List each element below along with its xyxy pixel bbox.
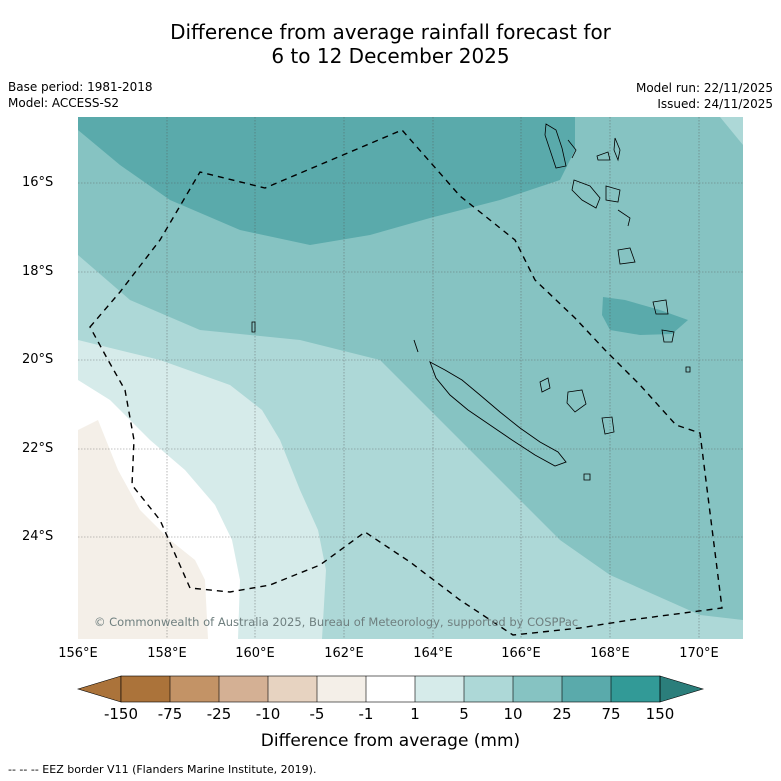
colorbar-tick: 1 [410, 705, 420, 723]
aneityum-coast [685, 366, 691, 373]
band-5-10-corner [720, 117, 743, 145]
band-dry [78, 420, 208, 639]
colorbar-low-extension [76, 675, 122, 703]
colorbar-seg-6 [366, 676, 415, 702]
tanna-coast [661, 329, 675, 343]
colorbar-seg-9 [513, 676, 562, 702]
colorbar-seg-3 [219, 676, 268, 702]
malekula-coast [571, 179, 601, 209]
lat-label-24s: 24°S [22, 529, 54, 544]
colorbar-tick: 10 [503, 705, 523, 723]
lat-label-22s: 22°S [22, 441, 54, 456]
erromango-coast [652, 299, 669, 315]
colorbar-seg-11 [611, 676, 660, 702]
mare-coast [601, 416, 615, 435]
ambrym-coast [605, 185, 621, 203]
colorbar-tick: 75 [601, 705, 621, 723]
meta-left: Base period: 1981-2018 Model: ACCESS-S2 [8, 79, 153, 111]
lon-label-170e: 170°E [679, 646, 719, 661]
lon-label-164e: 164°E [413, 646, 453, 661]
gridlines [78, 117, 743, 639]
colorbar-high-extension [659, 675, 705, 703]
lat-label-20s: 20°S [22, 352, 54, 367]
colorbar-tick: 5 [459, 705, 469, 723]
colorbar [76, 675, 705, 703]
ouvea-coast [539, 377, 551, 393]
lifou-coast [566, 389, 587, 413]
efate-coast [617, 247, 636, 265]
espiritu-santo-coast [544, 123, 567, 169]
ambae-coast [596, 151, 611, 161]
belep-islands-coast [413, 339, 419, 353]
lon-label-156e: 156°E [58, 646, 98, 661]
chesterfield-islands [251, 321, 256, 333]
copyright-notice: © Commonwealth of Australia 2025, Bureau… [94, 615, 579, 629]
colorbar-tick: 25 [552, 705, 572, 723]
lon-label-168e: 168°E [590, 646, 630, 661]
lat-label-18s: 18°S [22, 264, 54, 279]
issued-date: Issued: 24/11/2025 [657, 97, 773, 111]
colorbar-tick: -10 [255, 705, 281, 723]
model-run: Model run: 22/11/2025 [635, 81, 773, 95]
lon-label-160e: 160°E [235, 646, 275, 661]
colorbar-tick: -150 [103, 705, 139, 723]
colorbar-seg-2 [170, 676, 219, 702]
band-25-75-north [78, 117, 575, 245]
map-title-line-2: 6 to 12 December 2025 [271, 44, 510, 68]
colorbar-title: Difference from average (mm) [260, 731, 521, 751]
colorbar-tick: -25 [206, 705, 232, 723]
colorbar-seg-4 [268, 676, 317, 702]
colorbar-tick: -1 [358, 705, 374, 723]
lon-label-166e: 166°E [501, 646, 541, 661]
rainfall-field [78, 117, 743, 639]
walpole-island [583, 473, 591, 481]
colorbar-seg-5 [317, 676, 366, 702]
map-title-line-1: Difference from average rainfall forecas… [170, 20, 611, 44]
colorbar-tick: -75 [157, 705, 183, 723]
colorbar-seg-1 [121, 676, 170, 702]
epi-coast [617, 209, 631, 227]
meta-right: Model run: 22/11/2025 Issued: 24/11/2025 [636, 80, 773, 112]
colorbar-seg-7 [415, 676, 464, 702]
colorbar-seg-8 [464, 676, 513, 702]
colorbar-tick: 150 [645, 705, 675, 723]
base-period: Base period: 1981-2018 [8, 80, 153, 94]
lat-label-16s: 16°S [22, 175, 54, 190]
lon-label-158e: 158°E [147, 646, 187, 661]
malo-coast [567, 139, 577, 159]
maewo-coast [613, 137, 621, 162]
eez-legend: -- -- -- EEZ border V11 (Flanders Marine… [8, 763, 317, 776]
colorbar-tick: -5 [309, 705, 325, 723]
lon-label-162e: 162°E [324, 646, 364, 661]
model-name: Model: ACCESS-S2 [8, 96, 120, 110]
new-caledonia-coast [429, 361, 567, 467]
colorbar-seg-10 [562, 676, 611, 702]
band-25-75-vanuatu [602, 297, 688, 335]
